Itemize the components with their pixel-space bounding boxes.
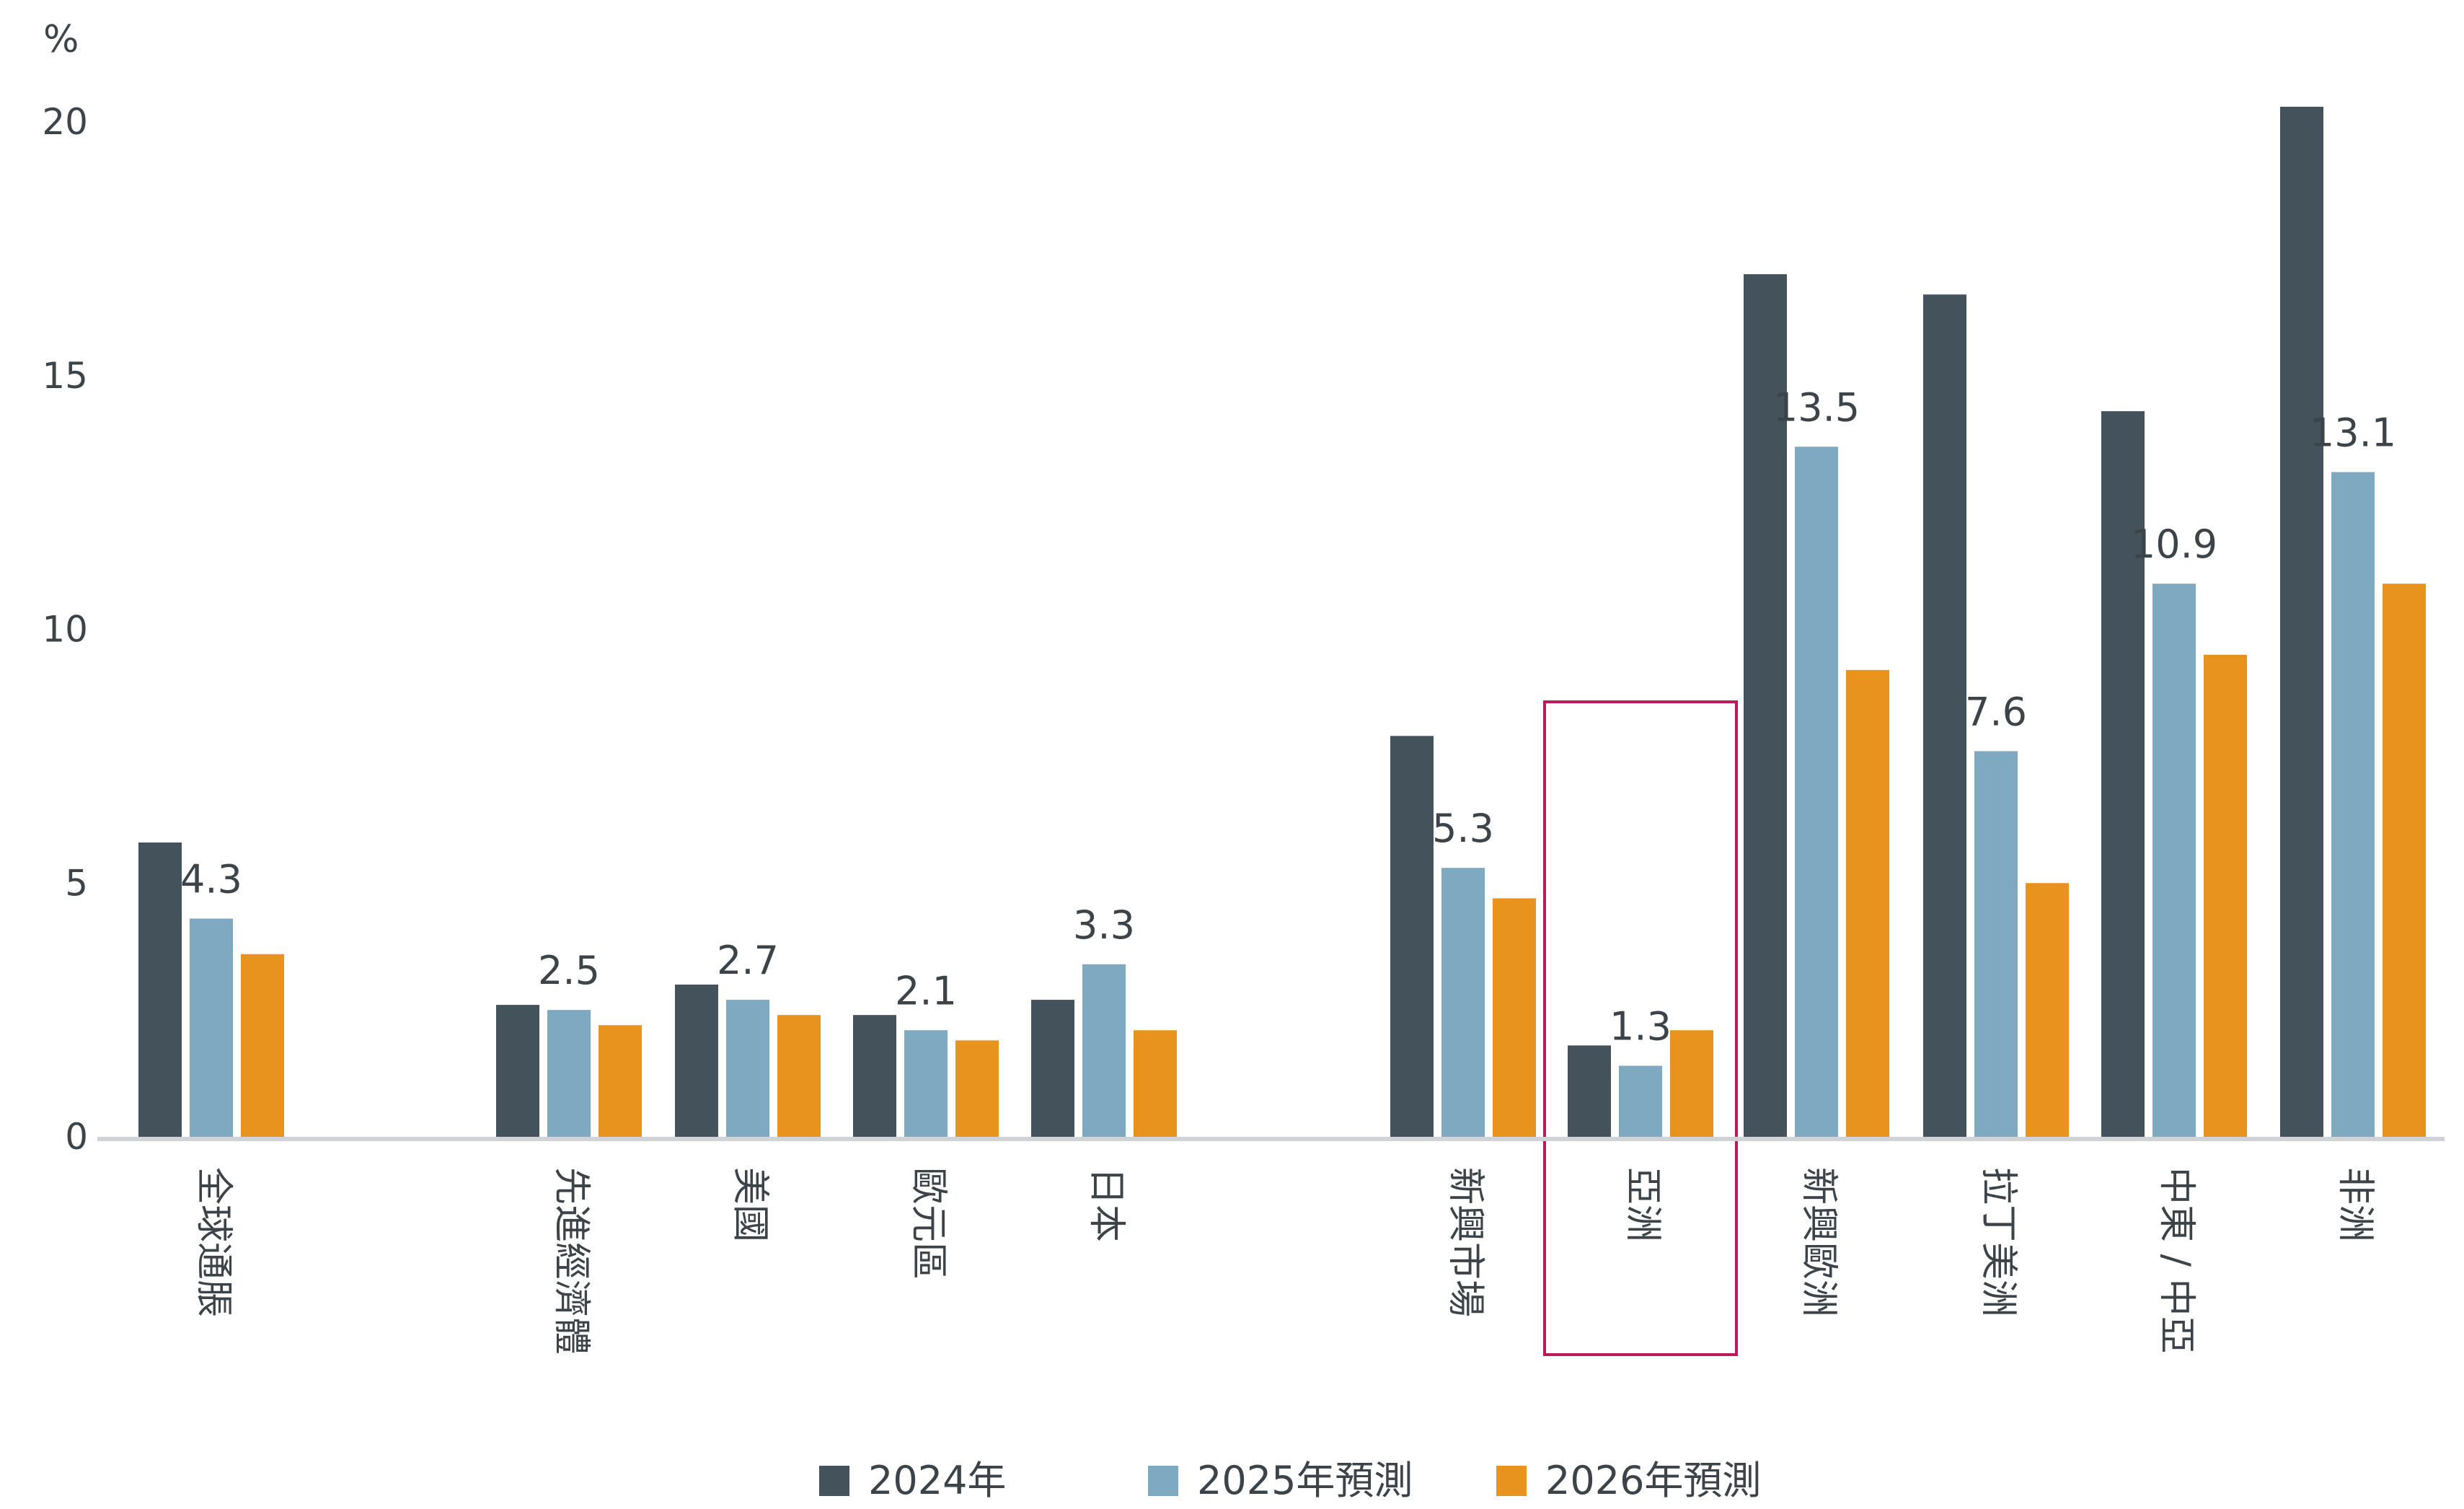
bar-8-series-2 bbox=[2026, 883, 2069, 1137]
value-label-2: 2.7 bbox=[717, 938, 779, 983]
category-label-0: 全球通脹 bbox=[192, 1167, 235, 1317]
category-label-7: 新興歐洲 bbox=[1797, 1167, 1840, 1317]
bar-9-series-1 bbox=[2152, 584, 2196, 1137]
bar-4-series-1 bbox=[1082, 964, 1126, 1137]
category-label-1: 先進經濟體 bbox=[549, 1167, 593, 1355]
y-tick-label-1: 5 bbox=[65, 862, 88, 904]
value-label-10: 13.1 bbox=[2310, 410, 2396, 455]
highlight-box-group bbox=[1543, 700, 1738, 1356]
y-axis-unit-label: % bbox=[43, 18, 79, 61]
bar-8-series-0 bbox=[1923, 294, 1966, 1137]
bar-7-series-0 bbox=[1744, 274, 1787, 1137]
value-label-3: 2.1 bbox=[895, 968, 957, 1013]
value-label-8: 7.6 bbox=[1965, 689, 2027, 734]
bar-9-series-0 bbox=[2101, 411, 2145, 1137]
category-label-4: 日本 bbox=[1085, 1167, 1128, 1242]
value-label-1: 2.5 bbox=[538, 948, 600, 993]
y-tick-label-3: 15 bbox=[42, 355, 88, 397]
value-labels-group: 4.3 2.5 2.7 2.1 3.3 5.3 1.3 13.5 7.6 10.9 13.1 bbox=[180, 384, 2396, 1049]
category-label-6: 亞洲 bbox=[1621, 1167, 1664, 1242]
bar-4-series-2 bbox=[1134, 1030, 1177, 1137]
category-label-3: 歐元區 bbox=[906, 1167, 950, 1280]
bar-2-series-2 bbox=[777, 1015, 821, 1137]
legend-label-1: 2025年預測 bbox=[1197, 1458, 1413, 1503]
y-tick-label-0: 0 bbox=[65, 1116, 88, 1158]
bar-3-series-2 bbox=[955, 1040, 999, 1137]
y-axis-ticks: 0 5 10 15 20 bbox=[42, 101, 88, 1158]
bar-5-series-0 bbox=[1390, 736, 1434, 1137]
value-label-9: 10.9 bbox=[2131, 522, 2217, 567]
value-label-5: 5.3 bbox=[1432, 806, 1494, 851]
legend-swatch-2 bbox=[1496, 1466, 1527, 1496]
bar-5-series-2 bbox=[1493, 898, 1536, 1137]
legend-swatch-0 bbox=[819, 1466, 849, 1496]
category-label-8: 拉丁美洲 bbox=[1977, 1167, 2020, 1317]
bar-6-series-2 bbox=[1670, 1030, 1713, 1137]
bar-5-series-1 bbox=[1441, 868, 1485, 1137]
bar-0-series-0 bbox=[138, 843, 182, 1137]
bar-2-series-0 bbox=[675, 984, 718, 1137]
value-label-6: 1.3 bbox=[1609, 1004, 1672, 1050]
bar-4-series-0 bbox=[1031, 1000, 1074, 1137]
highlight-box bbox=[1543, 700, 1738, 1356]
y-tick-label-2: 10 bbox=[42, 609, 88, 651]
bar-10-series-1 bbox=[2331, 472, 2375, 1137]
bar-1-series-1 bbox=[547, 1010, 591, 1137]
category-label-9: 中東 / 中亞 bbox=[2155, 1167, 2198, 1354]
value-label-7: 13.5 bbox=[1773, 384, 1860, 430]
bar-3-series-0 bbox=[853, 1015, 896, 1137]
bar-0-series-2 bbox=[241, 954, 284, 1137]
y-tick-label-4: 20 bbox=[42, 101, 88, 143]
bar-3-series-1 bbox=[904, 1030, 948, 1137]
bar-10-series-0 bbox=[2280, 107, 2323, 1137]
legend: 2024年 2025年預測 2026年預測 bbox=[819, 1458, 1761, 1503]
bar-1-series-2 bbox=[599, 1025, 642, 1137]
bars-group bbox=[138, 107, 2426, 1137]
legend-label-2: 2026年預測 bbox=[1545, 1458, 1761, 1503]
category-label-2: 美國 bbox=[728, 1167, 772, 1242]
legend-label-0: 2024年 bbox=[868, 1458, 1006, 1503]
bar-1-series-0 bbox=[496, 1005, 539, 1137]
bar-6-series-0 bbox=[1568, 1045, 1611, 1137]
legend-swatch-1 bbox=[1148, 1466, 1178, 1496]
bar-2-series-1 bbox=[726, 1000, 769, 1137]
value-label-4: 3.3 bbox=[1073, 902, 1135, 948]
bar-9-series-2 bbox=[2204, 654, 2247, 1137]
bar-8-series-1 bbox=[1974, 751, 2018, 1137]
bar-7-series-2 bbox=[1846, 669, 1889, 1137]
bar-0-series-1 bbox=[190, 918, 233, 1137]
value-label-0: 4.3 bbox=[180, 857, 242, 902]
category-label-5: 新興市場 bbox=[1444, 1167, 1487, 1317]
bar-10-series-2 bbox=[2383, 584, 2426, 1137]
bar-7-series-1 bbox=[1795, 446, 1838, 1137]
category-labels-group: 全球通脹 先進經濟體 美國 歐元區 日本 新興市場 亞洲 新興歐洲 拉丁美洲 中東 / 中亞 非洲 bbox=[192, 1167, 2377, 1355]
bar-6-series-1 bbox=[1619, 1065, 1662, 1137]
category-label-10: 非洲 bbox=[2333, 1167, 2377, 1242]
